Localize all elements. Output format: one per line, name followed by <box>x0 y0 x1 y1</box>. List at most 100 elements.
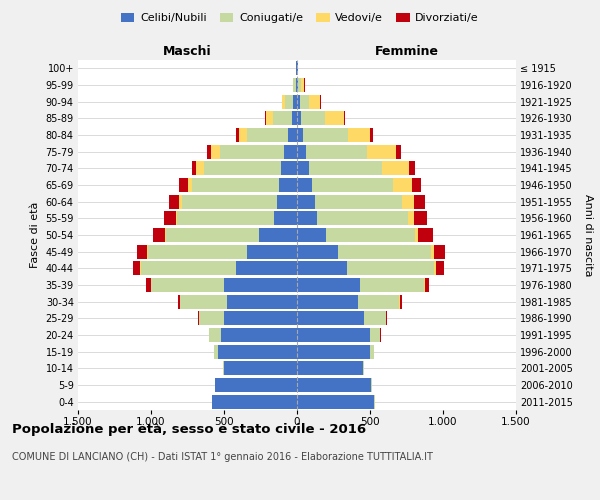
Bar <box>301 78 304 92</box>
Text: Anni di nascita: Anni di nascita <box>583 194 593 276</box>
Legend: Celibi/Nubili, Coniugati/e, Vedovi/e, Divorziati/e: Celibi/Nubili, Coniugati/e, Vedovi/e, Di… <box>117 8 483 28</box>
Bar <box>297 278 360 292</box>
Bar <box>297 394 374 409</box>
Bar <box>424 278 425 292</box>
Bar <box>297 128 303 142</box>
Bar <box>266 112 273 126</box>
Bar <box>178 294 180 308</box>
Bar <box>367 144 396 159</box>
Bar <box>297 178 311 192</box>
Bar <box>192 178 280 192</box>
Bar <box>292 112 297 126</box>
Y-axis label: Fasce di età: Fasce di età <box>30 202 40 268</box>
Bar <box>348 128 370 142</box>
Bar <box>394 178 412 192</box>
Bar <box>177 211 274 226</box>
Bar <box>434 244 445 259</box>
Bar <box>412 178 421 192</box>
Bar <box>400 294 402 308</box>
Bar <box>192 162 196 175</box>
Text: Popolazione per età, sesso e stato civile - 2016: Popolazione per età, sesso e stato civil… <box>12 422 366 436</box>
Bar <box>338 244 431 259</box>
Bar <box>297 328 370 342</box>
Bar <box>169 194 179 209</box>
Bar <box>396 144 401 159</box>
Bar <box>297 261 347 276</box>
Bar <box>306 144 367 159</box>
Bar <box>418 228 433 242</box>
Bar <box>247 128 288 142</box>
Bar <box>203 162 281 175</box>
Bar <box>297 62 298 76</box>
Bar <box>218 344 297 359</box>
Bar <box>236 128 239 142</box>
Bar <box>293 78 296 92</box>
Bar <box>297 112 301 126</box>
Bar <box>133 261 140 276</box>
Bar <box>425 278 430 292</box>
Bar <box>224 361 297 376</box>
Bar <box>415 228 418 242</box>
Bar <box>281 162 297 175</box>
Bar <box>347 261 434 276</box>
Bar <box>301 112 325 126</box>
Bar <box>179 194 182 209</box>
Bar <box>370 344 374 359</box>
Bar <box>164 211 176 226</box>
Bar <box>297 344 370 359</box>
Bar <box>297 361 363 376</box>
Bar <box>209 328 221 342</box>
Bar <box>153 228 165 242</box>
Bar <box>297 194 314 209</box>
Bar <box>297 244 338 259</box>
Bar <box>188 178 192 192</box>
Bar <box>274 211 297 226</box>
Bar <box>277 194 297 209</box>
Bar <box>297 144 306 159</box>
Bar <box>215 378 297 392</box>
Bar <box>300 94 308 109</box>
Bar <box>360 278 424 292</box>
Bar <box>363 361 364 376</box>
Bar <box>212 394 297 409</box>
Bar <box>141 261 236 276</box>
Bar <box>176 211 177 226</box>
Bar <box>293 94 297 109</box>
Bar <box>146 278 151 292</box>
Bar <box>182 194 277 209</box>
Bar <box>284 144 297 159</box>
Bar <box>364 311 386 326</box>
Bar <box>325 112 344 126</box>
Bar <box>179 178 188 192</box>
Bar <box>436 261 445 276</box>
Bar <box>214 344 218 359</box>
Bar <box>409 162 415 175</box>
Bar <box>220 144 284 159</box>
Bar <box>247 244 297 259</box>
Bar <box>297 162 308 175</box>
Text: Femmine: Femmine <box>374 46 439 59</box>
Bar <box>296 78 297 92</box>
Bar <box>311 178 394 192</box>
Bar <box>434 261 436 276</box>
Bar <box>211 144 220 159</box>
Bar <box>283 94 286 109</box>
Bar <box>370 328 380 342</box>
Bar <box>297 94 300 109</box>
Bar <box>224 311 297 326</box>
Bar <box>259 228 297 242</box>
Bar <box>199 311 224 326</box>
Bar <box>414 211 427 226</box>
Bar <box>166 228 259 242</box>
Bar <box>297 78 298 92</box>
Bar <box>286 94 293 109</box>
Bar <box>326 228 415 242</box>
Bar <box>344 112 345 126</box>
Bar <box>280 178 297 192</box>
Bar <box>196 162 203 175</box>
Bar <box>239 128 247 142</box>
Bar <box>308 94 320 109</box>
Bar <box>314 194 402 209</box>
Bar <box>303 128 348 142</box>
Bar <box>236 261 297 276</box>
